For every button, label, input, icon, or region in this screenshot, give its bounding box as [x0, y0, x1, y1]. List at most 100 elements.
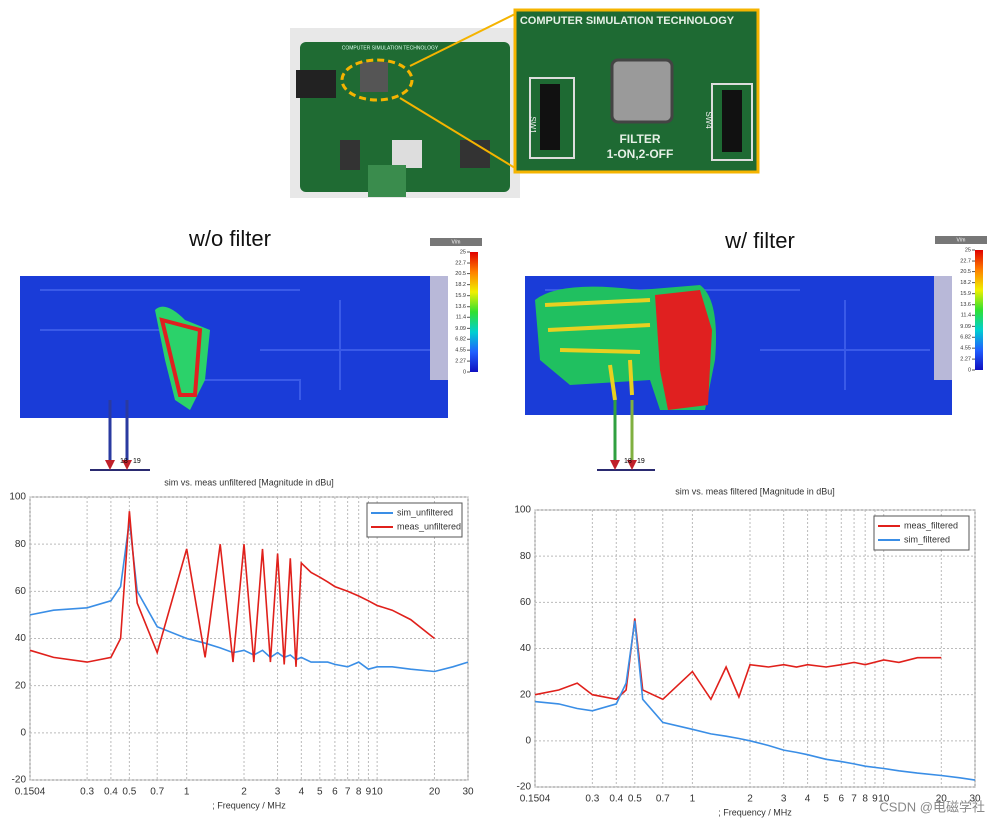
legend-label: sim_filtered: [904, 534, 950, 544]
colorbar-tick-label: 22.7: [960, 258, 971, 264]
board-field: [20, 276, 448, 418]
series-line: [29, 511, 435, 667]
y-tick-label: -20: [517, 782, 532, 793]
x-tick-label: 0.1504: [15, 787, 46, 798]
callout-line: [409, 13, 516, 67]
port-label: 19: [133, 458, 141, 465]
series-line: [534, 620, 976, 781]
colorbar-tick-label: 20.5: [960, 269, 971, 275]
x-tick-label: 0.4: [609, 794, 623, 805]
highlight-ellipse: [340, 58, 414, 102]
x-tick-label: 5: [317, 787, 323, 798]
colorbar-tick-label: 18.2: [960, 280, 971, 286]
board-label: COMPUTER SIMULATION TECHNOLOGY: [342, 45, 439, 51]
x-tick-label: 8: [862, 794, 868, 805]
inductor: [360, 62, 388, 92]
y-tick-label: 20: [520, 689, 532, 700]
switch: [722, 90, 742, 152]
chart: sim vs. meas unfiltered [Magnitude in dB…: [9, 477, 474, 810]
colorbar-tick-label: 0: [968, 367, 971, 373]
x-tick-label: 0.7: [656, 794, 670, 805]
x-tick-label: 7: [851, 794, 857, 805]
callout-line: [399, 97, 516, 169]
port-arrow: [105, 460, 132, 470]
connector: [296, 70, 336, 98]
component: [340, 140, 360, 170]
y-tick-label: 80: [15, 539, 27, 550]
trace: [40, 289, 430, 400]
x-tick-label: 20: [936, 794, 948, 805]
x-tick-label: 6: [838, 794, 844, 805]
x-tick-label: 2: [241, 787, 247, 798]
x-tick-label: 9: [366, 787, 372, 798]
colorbar-tick-label: 13.6: [960, 302, 971, 308]
x-tick-label: 0.7: [150, 787, 164, 798]
legend-box: [873, 515, 970, 551]
colorbar-shadow: [430, 276, 448, 380]
colorbar-tick-label: 4.55: [960, 346, 971, 352]
chart-title: sim vs. meas filtered [Magnitude in dBu]: [675, 486, 835, 496]
switch-label: SW1: [528, 116, 537, 134]
x-tick-label: 6: [332, 787, 338, 798]
colorbar-tick-label: 0: [463, 369, 466, 375]
y-tick-label: 20: [15, 680, 27, 691]
colorbar-tick-label: 13.6: [455, 304, 466, 310]
x-tick-label: 0.5: [628, 794, 642, 805]
legend-label: meas_unfiltered: [397, 521, 461, 531]
y-tick-label: 100: [514, 505, 531, 516]
port-arrow: [610, 460, 637, 470]
x-tick-label: 10: [878, 794, 890, 805]
x-tick-label: 8: [356, 787, 362, 798]
port-label: 19: [637, 458, 645, 465]
x-tick-label: 30: [462, 787, 474, 798]
x-tick-label: 0.4: [104, 787, 118, 798]
hot-trace: [544, 298, 651, 401]
hot-trace: [159, 317, 203, 397]
panel-label: w/o filter: [188, 226, 271, 251]
legend-label: sim_unfiltered: [397, 507, 453, 517]
colorbar: V/m 25 22.7 20.5 18.2 15.9 13.6 11.4 9.09 6.82 4.5…: [430, 238, 482, 375]
x-tick-label: 0.1504: [520, 794, 551, 805]
colorbar: V/m 25 22.7 20.5 18.2 15.9 13.6 11.4 9.09 6.82 4.5…: [935, 236, 987, 373]
colorbar-scale: [470, 252, 478, 372]
chart: sim vs. meas filtered [Magnitude in dBu]…: [514, 486, 981, 817]
colorbar-tick-label: 2.27: [455, 359, 466, 365]
y-tick-label: 60: [15, 586, 27, 597]
colorbar-header: [430, 238, 482, 246]
port-label: 18: [120, 458, 128, 465]
hot-region: [655, 290, 712, 410]
x-tick-label: 0.3: [585, 794, 599, 805]
x-tick-label: 5: [823, 794, 829, 805]
colorbar-tick-label: 20.5: [455, 271, 466, 277]
colorbar-tick-label: 15.9: [455, 293, 466, 299]
filter-label: FILTER: [619, 132, 660, 146]
field-map: 18 19: [525, 276, 952, 471]
colorbar-tick-label: 9.09: [960, 324, 971, 330]
colorbar-tick-label: 6.82: [455, 337, 466, 343]
terminal-block: [368, 165, 406, 197]
x-tick-label: 1: [690, 794, 696, 805]
chart-title: sim vs. meas unfiltered [Magnitude in dB…: [164, 477, 334, 487]
switch-outline: [529, 77, 575, 159]
y-tick-label: 60: [520, 597, 532, 608]
x-tick-label: 4: [299, 787, 305, 798]
colorbar-tick-label: 22.7: [455, 260, 466, 266]
colorbar-header: [935, 236, 987, 244]
colorbar-tick-label: 4.55: [455, 348, 466, 354]
switch-outline: [711, 83, 753, 161]
x-tick-label: 0.3: [80, 787, 94, 798]
board-photo: COMPUTER SIMULATION TECHNOLOGY COMPUTER …: [290, 8, 760, 198]
series-line: [534, 618, 942, 701]
panel-label: w/ filter: [724, 228, 795, 253]
colorbar-unit: V/m: [957, 237, 966, 243]
y-tick-label: 0: [20, 727, 26, 738]
port-label: 18: [624, 458, 632, 465]
watermark: CSDN @电磁学社: [879, 799, 985, 814]
x-tick-label: 2: [747, 794, 753, 805]
y-tick-label: 40: [520, 643, 532, 654]
y-tick-label: 0: [525, 735, 531, 746]
regulator: [392, 140, 422, 168]
filter-mode: 1-ON,2-OFF: [607, 147, 674, 161]
